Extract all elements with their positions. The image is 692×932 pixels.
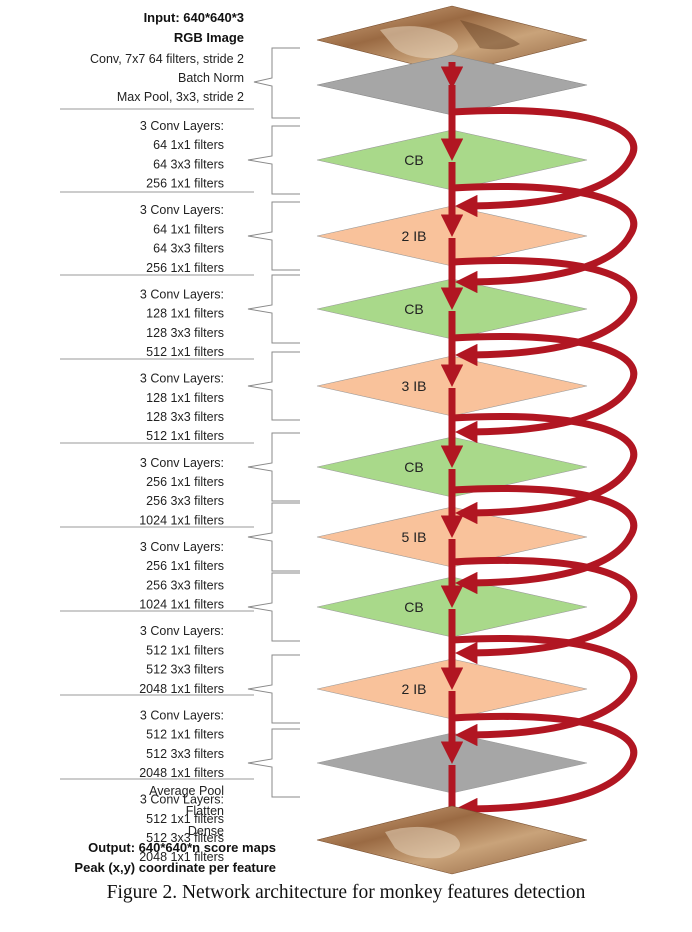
skip-connection-arrow [451,182,638,294]
stage-label-filter: 512 1x1 filters [146,643,224,657]
stage-label-filter: 1024 1x1 filters [139,598,224,612]
stage-label-filter: 256 1x1 filters [146,475,224,489]
skip-connection-arrow [451,484,638,595]
stem-label-conv: Conv, 7x7 64 filters, stride 2 [90,52,244,66]
stage-labels: 3 Conv Layers: 64 1x1 filters 64 3x3 filte… [139,119,224,864]
stage-brace [247,201,300,271]
stage-brace [247,654,300,724]
input-title: Input: 640*640*3 [144,10,244,25]
stage-label-filter: 128 3x3 filters [146,326,224,340]
skip-connections [451,106,638,821]
stage-label-filter: 256 3x3 filters [146,578,224,592]
skip-connection-arrow [451,332,638,444]
skip-connection-arrow [451,556,638,665]
block-label: CB [404,301,423,317]
stage-brace [247,125,300,195]
stage-brace [247,572,300,642]
stage-braces [247,125,300,798]
stage-label-title: 3 Conv Layers: [140,456,224,470]
head-label-avgpool: Average Pool [149,784,224,798]
input-subtitle: RGB Image [174,30,244,45]
stage-label-filter: 1024 1x1 filters [139,513,224,527]
block-label: 2 IB [402,228,427,244]
stage-brace [247,274,300,344]
stage-label-filter: 2048 1x1 filters [139,850,224,864]
stage-label-filter: 512 1x1 filters [146,728,224,742]
block-label: 2 IB [402,681,427,697]
block-label: CB [404,152,423,168]
output-image-plane [316,805,588,875]
head-label-flatten: Flatten [186,804,224,818]
block-label: CB [404,459,423,475]
stage-label-filter: 2048 1x1 filters [139,682,224,696]
figure-caption: Figure 2. Network architecture for monke… [106,882,586,903]
block-label: 5 IB [402,529,427,545]
stage-label-filter: 512 3x3 filters [146,831,224,845]
label-separators [60,108,254,780]
stage-label-filter: 256 1x1 filters [146,261,224,275]
stage-label-filter: 256 1x1 filters [146,177,224,191]
skip-connection-arrow [451,712,638,821]
output-title: Output: 640*640*n score maps [88,840,276,855]
stage-label-title: 3 Conv Layers: [140,119,224,133]
stage-label-filter: 128 1x1 filters [146,391,224,405]
stem-label-maxpool: Max Pool, 3x3, stride 2 [117,90,244,104]
stage-label-title: 3 Conv Layers: [140,708,224,722]
stage-label-filter: 256 1x1 filters [146,559,224,573]
stage-label-filter: 512 3x3 filters [146,747,224,761]
architecture-diagram: Input: 640*640*3 RGB Image Conv, 7x7 64 … [60,5,638,875]
stage-label-title: 3 Conv Layers: [140,287,224,301]
stage-brace [247,432,300,502]
head-label-dense: Dense [188,824,224,838]
stage-brace [247,351,300,421]
output-subtitle: Peak (x,y) coordinate per feature [74,860,276,875]
input-image-plane [316,5,588,75]
stem-label-batchnorm: Batch Norm [178,71,244,85]
stage-label-filter: 512 3x3 filters [146,663,224,677]
skip-connection-arrow [451,256,638,367]
block-label: 3 IB [402,378,427,394]
stage-brace [247,728,300,798]
stage-label-filter: 2048 1x1 filters [139,766,224,780]
stage-label-title: 3 Conv Layers: [140,793,224,807]
stage-label-filter: 64 3x3 filters [153,157,224,171]
stage-label-title: 3 Conv Layers: [140,372,224,386]
stage-label-filter: 128 3x3 filters [146,410,224,424]
stage-label-filter: 128 1x1 filters [146,307,224,321]
stage-label-filter: 256 3x3 filters [146,494,224,508]
stage-label-title: 3 Conv Layers: [140,203,224,217]
skip-connection-arrow [451,106,638,218]
stage-label-filter: 512 1x1 filters [146,345,224,359]
stage-label-title: 3 Conv Layers: [140,624,224,638]
skip-connection-arrow [451,635,638,747]
skip-connection-arrow [451,413,638,525]
stage-label-filter: 512 1x1 filters [146,812,224,826]
stage-label-title: 3 Conv Layers: [140,540,224,554]
stage-brace [247,502,300,572]
stage-label-filter: 512 1x1 filters [146,429,224,443]
stage-label-filter: 64 3x3 filters [153,242,224,256]
stage-label-filter: 64 1x1 filters [153,138,224,152]
stage-label-filter: 64 1x1 filters [153,222,224,236]
block-label: CB [404,599,423,615]
stem-brace [253,47,300,119]
